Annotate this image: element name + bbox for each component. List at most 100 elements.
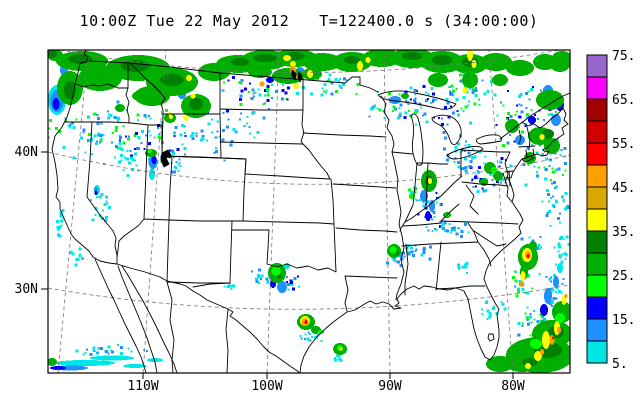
precip-cell (252, 92, 255, 95)
precip-cell (156, 127, 159, 129)
forecast-timer-label: T=122400.0 s (34:00:00) (319, 12, 539, 30)
precip-cell (281, 88, 285, 92)
precip-cell (439, 220, 443, 224)
precip-core (189, 98, 203, 110)
precip-cell (555, 199, 557, 202)
precip-cell (174, 125, 178, 129)
precip-cell (75, 349, 79, 353)
precip-cell (421, 114, 424, 117)
precip-cell (556, 138, 559, 141)
precip-cell (555, 263, 558, 266)
precip-cell (484, 301, 488, 304)
precip-cell (504, 159, 507, 162)
precip-cell (548, 210, 551, 213)
precip-cell (551, 204, 555, 208)
precip-cell (427, 93, 430, 96)
precip-cell (174, 166, 178, 170)
mexico-interior-borders (166, 281, 229, 373)
lake-erie (446, 145, 484, 160)
precip-cell (99, 138, 103, 142)
precip-core (557, 263, 563, 273)
precip-cell (560, 292, 563, 295)
precip-cell (238, 81, 242, 84)
precip-cell (195, 134, 198, 137)
pacific-coast-mexico-border (51, 50, 301, 373)
precip-core (48, 358, 57, 366)
precip-cell (501, 177, 504, 181)
precip-cell (443, 221, 447, 225)
meridian-100w (266, 50, 280, 373)
precip-cell (538, 247, 541, 250)
precip-core (506, 60, 534, 76)
precip-cell (286, 280, 288, 283)
colorbar-box (586, 186, 608, 210)
precip-cell (481, 79, 484, 82)
precip-cell (535, 151, 539, 155)
precip-cell (530, 321, 533, 324)
precip-core (425, 211, 431, 221)
precip-cell (541, 319, 545, 323)
precip-core (525, 363, 531, 369)
precip-core (94, 187, 98, 193)
precip-cell (558, 245, 562, 249)
precip-core (540, 304, 548, 316)
precip-cell (557, 250, 560, 253)
precip-cell (133, 133, 137, 137)
precip-cell (173, 170, 177, 174)
precip-cell (527, 90, 530, 93)
precip-cell (290, 280, 294, 284)
precip-cell (181, 143, 184, 146)
precip-core (480, 53, 512, 71)
precip-cell (520, 130, 524, 134)
precip-cell (271, 97, 273, 100)
precip-core (94, 191, 98, 195)
precip-cell (464, 169, 467, 172)
precip-cell (387, 92, 391, 96)
precip-cell (213, 151, 216, 154)
precip-cell (567, 243, 570, 247)
precip-cell (539, 319, 543, 323)
precip-cell (447, 115, 451, 119)
colorbar-tick-label: 55. (612, 137, 635, 152)
precip-cell (464, 265, 468, 269)
precip-cell (533, 318, 536, 321)
precip-cell (230, 288, 233, 290)
colorbar-box (586, 296, 608, 320)
precip-core (480, 178, 488, 186)
precip-cell (122, 141, 126, 145)
precip-cell (533, 165, 536, 168)
precip-cell (228, 283, 231, 286)
precip-cell (227, 79, 230, 82)
precip-cell (221, 128, 225, 132)
precip-cell (310, 336, 313, 338)
precip-core (389, 96, 401, 104)
precip-cell (334, 78, 338, 81)
precip-cell (471, 148, 474, 150)
precip-cell (478, 103, 481, 106)
precip-cell (415, 123, 418, 126)
precip-cell (59, 211, 63, 215)
chesapeake-bay (502, 172, 513, 203)
precip-cell (108, 113, 111, 116)
precip-cell (118, 146, 122, 150)
precip-cell (524, 292, 527, 295)
precip-core (564, 294, 568, 298)
precip-cell (100, 346, 104, 350)
precip-cell (68, 125, 72, 129)
precip-cell (550, 301, 554, 304)
precip-cell (543, 317, 546, 321)
precip-cell (456, 232, 459, 235)
precip-cell (282, 83, 285, 86)
precip-cell (442, 131, 446, 134)
precip-cell (184, 132, 187, 135)
precip-cell (446, 153, 450, 157)
northeast-border-maine (521, 107, 564, 129)
precip-cell (100, 122, 103, 125)
precip-cell (468, 164, 472, 168)
longitude-label: 90W (378, 379, 402, 394)
precip-cell (500, 161, 503, 164)
precip-cell (107, 352, 110, 355)
precip-cell (425, 201, 429, 204)
canada-border (89, 60, 379, 93)
precip-cell (172, 151, 176, 155)
